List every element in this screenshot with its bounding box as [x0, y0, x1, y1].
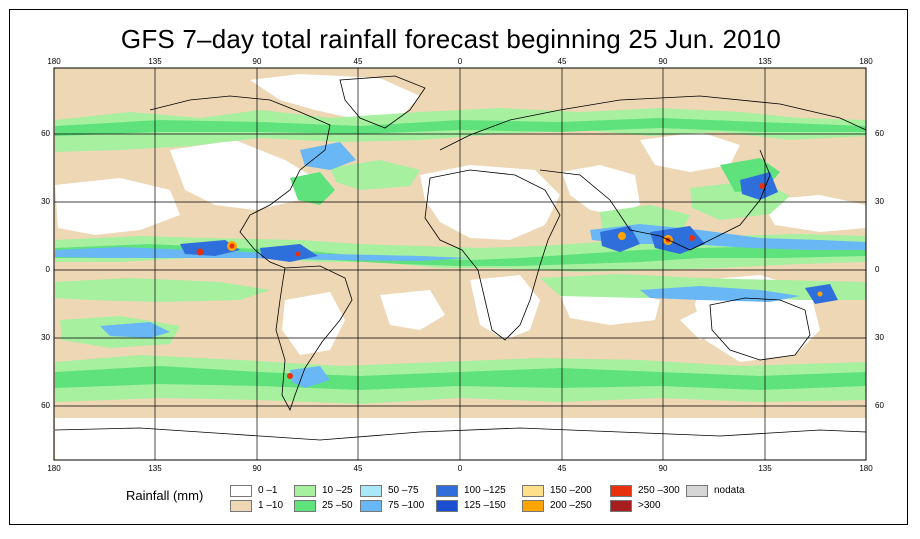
legend-title: Rainfall (mm) [126, 488, 204, 503]
legend-swatch [610, 500, 632, 512]
legend-label: 1 –10 [258, 500, 284, 511]
legend-swatch [610, 485, 632, 497]
lon-tick-label: 180 [47, 464, 61, 473]
legend-swatch [522, 500, 544, 512]
legend-label: >300 [638, 500, 661, 511]
lon-tick-label: 180 [859, 57, 873, 66]
legend-swatch [294, 485, 316, 497]
legend-swatch [686, 485, 708, 497]
legend-swatch [360, 485, 382, 497]
legend-swatch [436, 500, 458, 512]
legend-swatch [436, 485, 458, 497]
lon-tick-label: 135 [148, 464, 162, 473]
lat-tick-label: 30 [41, 197, 50, 206]
lon-tick-label: 90 [252, 57, 262, 66]
lat-tick-label: 0 [45, 265, 50, 274]
lon-tick-label: 135 [758, 464, 772, 473]
eurasia-coast [439, 95, 866, 251]
lat-tick-label: 60 [875, 129, 884, 138]
lon-tick-label: 45 [557, 57, 567, 66]
legend-label: 10 –25 [322, 485, 353, 496]
lon-tick-label: 90 [252, 464, 262, 473]
figure-frame [9, 9, 908, 525]
lat-tick-label: 30 [875, 333, 884, 342]
legend-swatch [522, 485, 544, 497]
peak-rain-spots [196, 183, 823, 379]
lon-tick-label: 90 [658, 464, 668, 473]
legend-label: 50 –75 [388, 485, 419, 496]
legend-label: 200 –250 [550, 500, 592, 511]
lon-tick-label: 45 [353, 464, 363, 473]
lon-tick-label: 90 [658, 57, 668, 66]
lat-tick-label: 60 [41, 401, 50, 410]
lat-tick-label: 60 [41, 129, 50, 138]
africa-coast [424, 169, 561, 341]
lat-tick-label: 0 [875, 265, 880, 274]
legend-label: 150 –200 [550, 485, 592, 496]
lat-tick-label: 60 [875, 401, 884, 410]
map-title: GFS 7–day total rainfall forecast beginn… [120, 24, 782, 54]
north-america-coast [149, 95, 331, 269]
legend-label: 0 –1 [258, 485, 278, 496]
lon-tick-label: 180 [47, 57, 61, 66]
lon-tick-label: 0 [457, 57, 463, 66]
map-gridlines [54, 68, 866, 460]
legend-swatch [230, 485, 252, 497]
lon-tick-label: 45 [557, 464, 567, 473]
legend-swatch [230, 500, 252, 512]
legend-label: 100 –125 [464, 485, 506, 496]
greenland-coast [339, 75, 426, 129]
legend-label: 250 –300 [638, 485, 680, 496]
south-america-coast [275, 265, 353, 412]
lat-tick-label: 30 [41, 333, 50, 342]
legend-swatch [360, 500, 382, 512]
legend-label: 75 –100 [388, 500, 425, 511]
antarctica-coast [54, 427, 866, 441]
australia-coast [709, 297, 811, 361]
legend-label: 25 –50 [322, 500, 353, 511]
legend-label: 125 –150 [464, 500, 506, 511]
lon-tick-label: 0 [457, 464, 463, 473]
coastlines [54, 75, 866, 441]
lon-tick-label: 180 [859, 464, 873, 473]
map-border [53, 67, 867, 461]
lon-tick-label: 135 [758, 57, 772, 66]
lon-tick-label: 45 [353, 57, 363, 66]
legend-label: nodata [714, 485, 745, 496]
lon-tick-label: 135 [148, 57, 162, 66]
legend-swatch [294, 500, 316, 512]
lat-tick-label: 30 [875, 197, 884, 206]
